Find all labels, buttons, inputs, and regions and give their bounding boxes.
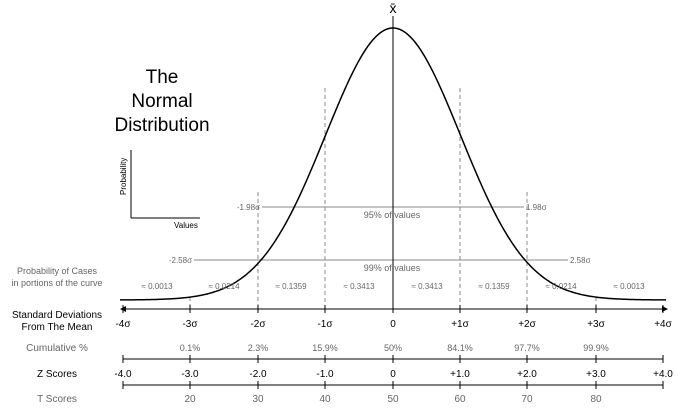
probability-value: ≈ 0.0214: [208, 282, 240, 291]
probability-value: ≈ 0.0214: [545, 282, 577, 291]
z-score-row: -4.0 -3.0 -2.0 -1.0 0 +1.0 +2.0 +3.0 +4.…: [114, 369, 673, 380]
row-title-std-1: Standard Deviations: [12, 310, 102, 321]
row-title-z: Z Scores: [37, 369, 77, 380]
std-tick-label: +1σ: [451, 319, 469, 330]
cumulative-value: 99.9%: [583, 343, 609, 353]
t-score-value: 50: [387, 394, 399, 405]
interval-95: -1.98σ 1.98σ 95% of values: [237, 203, 547, 220]
std-tick-label: 0: [390, 319, 396, 330]
interval-99-left-label: -2.58σ: [169, 256, 192, 265]
interval-99-right-label: 2.58σ: [570, 256, 591, 265]
z-score-value: +3.0: [586, 369, 606, 380]
std-tick-label: -2σ: [250, 319, 266, 330]
cumulative-value: 84.1%: [447, 343, 473, 353]
t-score-value: 70: [521, 394, 533, 405]
mini-axes: Probability Values: [119, 150, 200, 230]
probability-value: ≈ 0.1359: [275, 282, 307, 291]
t-score-value: 30: [252, 394, 264, 405]
mean-symbol: x̄: [390, 0, 397, 16]
title-line-1: The: [146, 67, 179, 88]
title-line-2: Normal: [131, 91, 192, 112]
mini-axis-xlabel: Values: [174, 221, 198, 230]
mini-axis-ylabel: Probability: [119, 158, 128, 195]
probability-value: ≈ 0.3413: [411, 282, 443, 291]
probability-value: ≈ 0.1359: [478, 282, 510, 291]
std-axis: [120, 305, 668, 313]
interval-95-left-label: -1.98σ: [237, 203, 260, 212]
z-axis-tick-group: [122, 381, 664, 389]
t-score-value: 40: [319, 394, 331, 405]
interval-95-caption: 95% of values: [364, 210, 421, 220]
probability-value: ≈ 0.0013: [141, 282, 173, 291]
std-tick-label: -4σ: [115, 319, 131, 330]
t-score-row: 20 30 40 50 60 70 80: [184, 394, 602, 405]
std-tick-labels: -4σ -3σ -2σ -1σ 0 +1σ +2σ +3σ +4σ: [115, 319, 672, 330]
interval-99: -2.58σ 2.58σ 99% of values: [169, 256, 591, 273]
cumulative-value: 15.9%: [312, 343, 338, 353]
std-tick-label: -1σ: [317, 319, 333, 330]
probability-value: ≈ 0.0013: [613, 282, 645, 291]
t-score-value: 60: [454, 394, 466, 405]
z-score-value: +4.0: [653, 369, 673, 380]
z-score-value: +2.0: [517, 369, 537, 380]
cumulative-value: 0.1%: [180, 343, 201, 353]
cumulative-axis-tick-group: [122, 355, 664, 363]
cumulative-row: 0.1% 2.3% 15.9% 50% 84.1% 97.7% 99.9%: [180, 343, 609, 353]
z-score-value: -2.0: [249, 369, 267, 380]
cumulative-value: 97.7%: [514, 343, 540, 353]
probability-value: ≈ 0.3413: [343, 282, 375, 291]
row-title-cumulative: Cumulative %: [26, 343, 88, 354]
cumulative-value: 50%: [384, 343, 402, 353]
t-score-value: 20: [184, 394, 196, 405]
z-score-value: -4.0: [114, 369, 132, 380]
t-score-value: 80: [590, 394, 602, 405]
z-score-value: +1.0: [450, 369, 470, 380]
std-tick-label: -3σ: [182, 319, 198, 330]
row-title-probability-1: Probability of Cases: [17, 266, 98, 276]
std-tick-label: +3σ: [587, 319, 605, 330]
row-title-t: T Scores: [37, 394, 77, 405]
std-axis-tick-group: [122, 305, 664, 313]
z-score-value: -1.0: [316, 369, 334, 380]
cumulative-value: 2.3%: [248, 343, 269, 353]
probability-row: ≈ 0.0013 ≈ 0.0214 ≈ 0.1359 ≈ 0.3413 ≈ 0.…: [141, 282, 645, 291]
std-tick-label: +4σ: [654, 319, 672, 330]
interval-95-right-label: 1.98σ: [526, 203, 547, 212]
z-score-value: 0: [390, 369, 396, 380]
std-tick-label: +2σ: [518, 319, 536, 330]
interval-99-caption: 99% of values: [364, 263, 421, 273]
row-title-probability-2: in portions of the curve: [11, 278, 102, 288]
title-line-3: Distribution: [114, 115, 209, 136]
sigma-guides: [189, 88, 597, 305]
z-score-value: -3.0: [181, 369, 199, 380]
row-title-std-2: From The Mean: [22, 322, 93, 333]
